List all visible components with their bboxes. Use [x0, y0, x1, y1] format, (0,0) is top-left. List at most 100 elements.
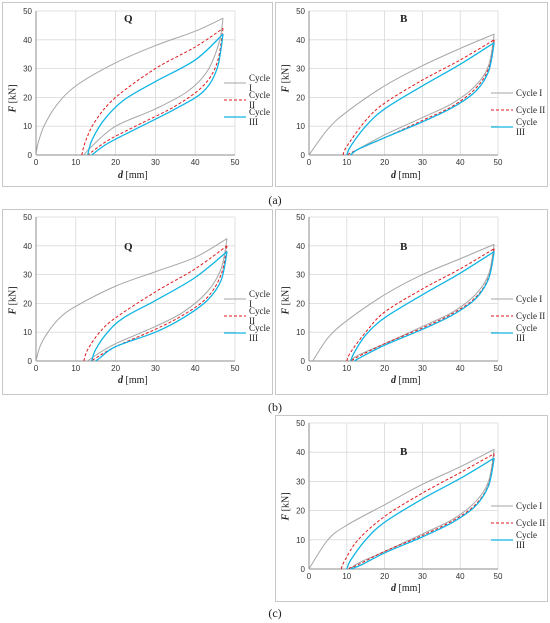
caption-b: (b)	[268, 400, 282, 414]
legend-item: Cycle I	[491, 497, 547, 514]
legend-item: Cycle II	[491, 514, 547, 531]
y-tick-label: 30	[296, 65, 305, 74]
y-tick-label: 20	[23, 93, 32, 102]
y-axis-label: F [kN]	[7, 286, 19, 315]
legend: Cycle I Cycle II Cycle III	[224, 288, 272, 343]
y-tick-label: 40	[296, 242, 305, 251]
series-line-cycle-2-unload	[87, 28, 224, 156]
x-tick-label: 10	[71, 364, 80, 373]
y-tick-label: 0	[28, 357, 33, 366]
legend-label: Cycle II	[249, 305, 270, 326]
series-line-cycle-1-unload	[350, 244, 495, 362]
y-tick-label: 10	[296, 122, 305, 131]
series-line-cycle-3-unload	[91, 33, 224, 156]
x-tick-label: 50	[494, 364, 503, 373]
series-line-cycle-3-unload	[350, 457, 495, 570]
series-line-cycle-1-unload	[83, 18, 224, 156]
x-tick-label: 30	[418, 572, 427, 581]
series-line-cycle-3-unload	[354, 251, 495, 362]
y-tick-label: 50	[296, 213, 305, 222]
legend-item: Cycle I	[491, 290, 547, 307]
y-tick-label: 0	[301, 357, 306, 366]
y-tick-label: 50	[23, 213, 32, 222]
series-line-cycle-3-unload	[350, 42, 495, 156]
x-tick-label: 50	[231, 158, 240, 167]
legend-label: Cycle I	[249, 288, 270, 309]
legend-item: Cycle III	[224, 106, 272, 127]
x-tick-label: 10	[342, 158, 351, 167]
legend-line-cycle-3	[491, 331, 513, 334]
legend-item: Cycle II	[491, 101, 547, 118]
y-tick-label: 10	[296, 328, 305, 337]
series-line-cycle-2-unload	[346, 453, 495, 570]
x-tick-label: 0	[307, 364, 312, 373]
y-axis-label: F [kN]	[280, 286, 292, 315]
legend-item: Cycle III	[491, 322, 547, 343]
legend-line-cycle-3	[224, 115, 246, 118]
chart-title: B	[400, 446, 408, 458]
x-tick-label: 20	[380, 572, 389, 581]
x-tick-label: 50	[494, 158, 503, 167]
chart-title: B	[400, 13, 408, 25]
x-axis-label: d [mm]	[391, 583, 421, 594]
x-tick-label: 40	[191, 364, 200, 373]
y-tick-label: 30	[23, 65, 32, 74]
legend-line-cycle-3	[491, 538, 513, 541]
series-line-cycle-1-load	[35, 17, 224, 156]
legend-label: Cycle II	[516, 310, 546, 321]
y-tick-label: 40	[296, 448, 305, 457]
x-tick-label: 50	[494, 572, 503, 581]
legend-line-cycle-2	[491, 109, 513, 110]
legend-label: Cycle III	[516, 116, 537, 137]
legend-line-cycle-1	[491, 92, 513, 93]
series-line-cycle-2-load	[81, 27, 224, 156]
legend-line-cycle-2	[224, 99, 246, 100]
legend-label: Cycle II	[516, 104, 546, 115]
series-line-cycle-1-unload	[87, 238, 228, 362]
y-tick-label: 20	[23, 299, 32, 308]
chart-panel-a-b: 0 10 20 30 40 50 0 10 20 30 40 50 B F [kN] d [mm] C…	[275, 2, 548, 187]
y-tick-label: 40	[23, 242, 32, 251]
x-tick-label: 10	[342, 364, 351, 373]
y-tick-label: 10	[296, 536, 305, 545]
x-tick-label: 20	[380, 158, 389, 167]
legend-label: Cycle III	[516, 322, 537, 343]
series-line-cycle-2-load	[83, 245, 228, 362]
y-tick-label: 20	[296, 299, 305, 308]
series-line-cycle-3-load	[349, 251, 495, 362]
x-axis-label: d [mm]	[391, 170, 421, 181]
y-tick-label: 50	[296, 7, 305, 16]
chart-svg-a-b: 0 10 20 30 40 50 0 10 20 30 40 50	[296, 7, 503, 167]
legend-label: Cycle I	[516, 500, 543, 511]
legend-item: Cycle III	[491, 116, 547, 137]
y-tick-label: 20	[296, 93, 305, 102]
x-tick-label: 0	[34, 158, 39, 167]
legend-item: Cycle I	[224, 288, 272, 309]
x-axis-label: d [mm]	[391, 375, 421, 386]
series-line-cycle-3-load	[346, 457, 495, 570]
chart-panel-b-q: 0 10 20 30 40 50 0 10 20 30 40 50 Q F [kN] d [mm] C…	[2, 209, 273, 395]
x-tick-label: 50	[231, 364, 240, 373]
y-tick-label: 40	[23, 36, 32, 45]
chart-svg-b-q: 0 10 20 30 40 50 0 10 20 30 40 50	[23, 213, 240, 373]
series-line-cycle-1-load	[35, 238, 228, 362]
y-tick-label: 50	[296, 419, 305, 428]
x-tick-label: 30	[418, 158, 427, 167]
y-tick-label: 10	[23, 328, 32, 337]
series-line-cycle-2-load	[346, 248, 495, 362]
y-tick-label: 0	[28, 151, 33, 160]
legend-line-cycle-3	[224, 331, 246, 334]
y-tick-label: 50	[23, 7, 32, 16]
series-line-cycle-2-load	[340, 453, 495, 570]
chart-title: B	[400, 241, 408, 253]
y-tick-label: 0	[301, 151, 306, 160]
legend-label: Cycle III	[249, 322, 270, 343]
chart-panel-b-b: 0 10 20 30 40 50 0 10 20 30 40 50 B F [kN] d [mm] C…	[275, 209, 548, 395]
caption-c: (c)	[268, 606, 282, 620]
legend-item: Cycle III	[224, 322, 272, 343]
caption-a: (a)	[268, 193, 282, 207]
legend-line-cycle-1	[491, 505, 513, 506]
y-tick-label: 20	[296, 507, 305, 516]
legend-item: Cycle I	[224, 73, 272, 93]
legend-label: Cycle III	[249, 106, 270, 127]
